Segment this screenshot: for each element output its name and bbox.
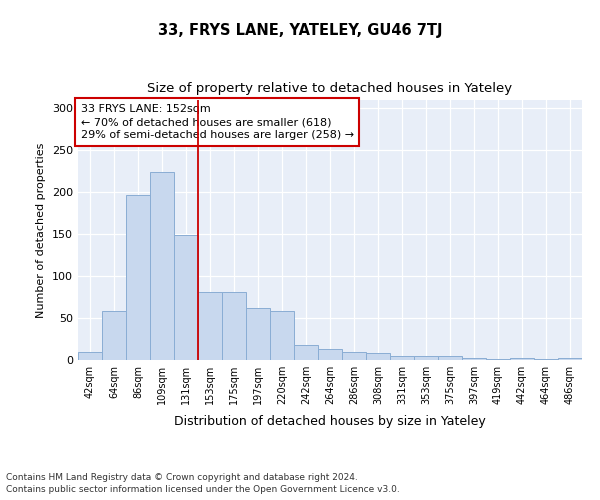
Bar xyxy=(414,356,438,360)
Bar xyxy=(438,356,462,360)
X-axis label: Distribution of detached houses by size in Yateley: Distribution of detached houses by size … xyxy=(174,416,486,428)
Bar xyxy=(558,358,582,360)
Text: 33 FRYS LANE: 152sqm
← 70% of detached houses are smaller (618)
29% of semi-deta: 33 FRYS LANE: 152sqm ← 70% of detached h… xyxy=(80,104,353,141)
Bar xyxy=(510,358,534,360)
Text: Contains public sector information licensed under the Open Government Licence v3: Contains public sector information licen… xyxy=(6,485,400,494)
Bar xyxy=(294,345,318,360)
Bar xyxy=(342,352,366,360)
Y-axis label: Number of detached properties: Number of detached properties xyxy=(37,142,46,318)
Bar xyxy=(126,195,150,360)
Title: Size of property relative to detached houses in Yateley: Size of property relative to detached ho… xyxy=(148,82,512,94)
Bar xyxy=(246,308,270,360)
Bar xyxy=(486,359,510,360)
Bar xyxy=(270,312,294,360)
Bar xyxy=(198,292,222,360)
Bar xyxy=(150,172,174,360)
Text: 33, FRYS LANE, YATELEY, GU46 7TJ: 33, FRYS LANE, YATELEY, GU46 7TJ xyxy=(158,22,442,38)
Bar xyxy=(390,356,414,360)
Bar xyxy=(78,352,102,360)
Bar xyxy=(534,359,558,360)
Bar xyxy=(222,292,246,360)
Bar xyxy=(102,310,126,360)
Bar xyxy=(318,349,342,360)
Bar xyxy=(174,235,198,360)
Bar xyxy=(366,354,390,360)
Text: Contains HM Land Registry data © Crown copyright and database right 2024.: Contains HM Land Registry data © Crown c… xyxy=(6,472,358,482)
Bar xyxy=(462,358,486,360)
